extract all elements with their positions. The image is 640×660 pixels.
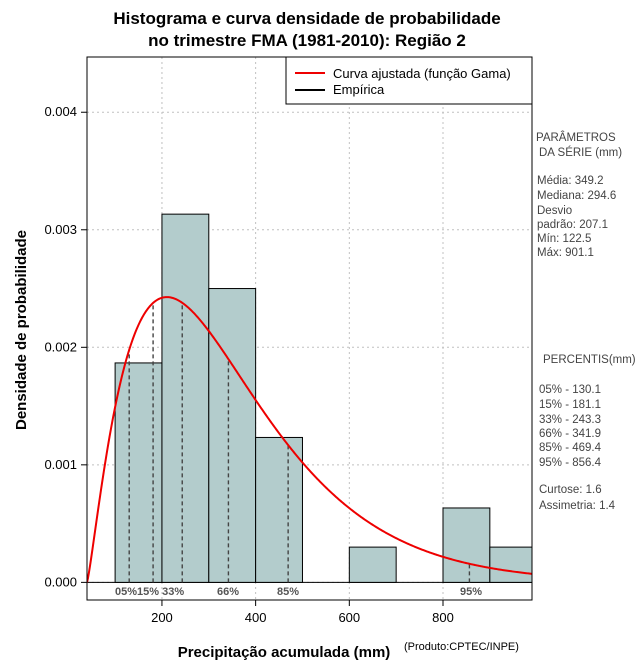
param-min: Mín: 122.5	[537, 233, 591, 245]
param-mean: Média: 349.2	[537, 175, 604, 187]
percentis-line-85: 85% - 469.4	[539, 442, 602, 454]
percentile-label-66: 66%	[217, 586, 239, 598]
percentis-line-95: 95% - 856.4	[539, 457, 602, 469]
histogram-bar-3	[255, 436, 303, 583]
histogram-bar-6	[489, 546, 532, 583]
y-tick-label-3: 0.003	[44, 222, 77, 237]
legend-label-empirical: Empírica	[333, 82, 385, 97]
credit-label: (Produto:CPTEC/INPE)	[404, 641, 519, 653]
param-median: Mediana: 294.6	[537, 190, 616, 202]
x-tick-label-2: 600	[338, 610, 360, 625]
percentile-label-85: 85%	[277, 586, 299, 598]
histogram-bar-5	[442, 507, 491, 583]
kurtosis-line: Curtose: 1.6	[539, 484, 602, 496]
param-sd-label: Desvio	[537, 205, 572, 217]
params-title-line-1: PARÂMETROS	[536, 131, 616, 144]
chart-title-line-2: no trimestre FMA (1981-2010): Região 2	[148, 31, 466, 50]
param-sd: padrão: 207.1	[537, 219, 608, 231]
x-axis: 200 400 600 800	[151, 600, 454, 625]
y-tick-label-1: 0.001	[44, 457, 77, 472]
skewness-line: Assimetria: 1.4	[539, 500, 616, 512]
percentis-line-15: 15% - 181.1	[539, 399, 601, 411]
percentis-title: PERCENTIS(mm)	[543, 354, 636, 366]
histogram-bar-2	[208, 288, 257, 583]
percentile-label-95: 95%	[460, 586, 482, 598]
x-axis-label: Precipitação acumulada (mm)	[178, 644, 391, 660]
histogram-bar-0	[114, 362, 163, 583]
y-axis: 0.000 0.001 0.002 0.003 0.004	[44, 104, 87, 589]
percentis-line-05: 05% - 130.1	[539, 384, 601, 396]
params-title-line-2: DA SÉRIE (mm)	[539, 146, 622, 159]
histogram-bars	[114, 213, 532, 583]
gamma-curve-layer	[87, 296, 532, 583]
y-tick-label-0: 0.000	[44, 574, 77, 589]
legend: Curva ajustada (função Gama) Empírica	[285, 56, 533, 105]
chart-title-line-1: Histograma e curva densidade de probabil…	[113, 9, 500, 28]
legend-box	[285, 56, 533, 105]
gamma-curve	[87, 296, 532, 583]
x-tick-label-1: 400	[245, 610, 267, 625]
percentile-label-low-group: 05%15% 33%	[115, 586, 184, 598]
percentis-line-33: 33% - 243.3	[539, 414, 601, 426]
x-tick-label-3: 800	[432, 610, 454, 625]
percentile-lines	[128, 302, 471, 583]
percentis-line-66: 66% - 341.9	[539, 428, 601, 440]
y-tick-label-2: 0.002	[44, 339, 77, 354]
histogram-bar-1	[161, 213, 210, 583]
param-max: Máx: 901.1	[537, 247, 594, 259]
side-panel-parameters: PARÂMETROS DA SÉRIE (mm) Média: 349.2 Me…	[536, 131, 622, 259]
y-axis-label: Densidade de probabilidade	[13, 230, 30, 430]
legend-label-fit: Curva ajustada (função Gama)	[333, 66, 511, 81]
x-tick-label-0: 200	[151, 610, 173, 625]
histogram-bar-4	[348, 546, 397, 583]
y-tick-label-4: 0.004	[44, 104, 77, 119]
side-panel-percentiles: PERCENTIS(mm) 05% - 130.1 15% - 181.1 33…	[539, 354, 636, 512]
